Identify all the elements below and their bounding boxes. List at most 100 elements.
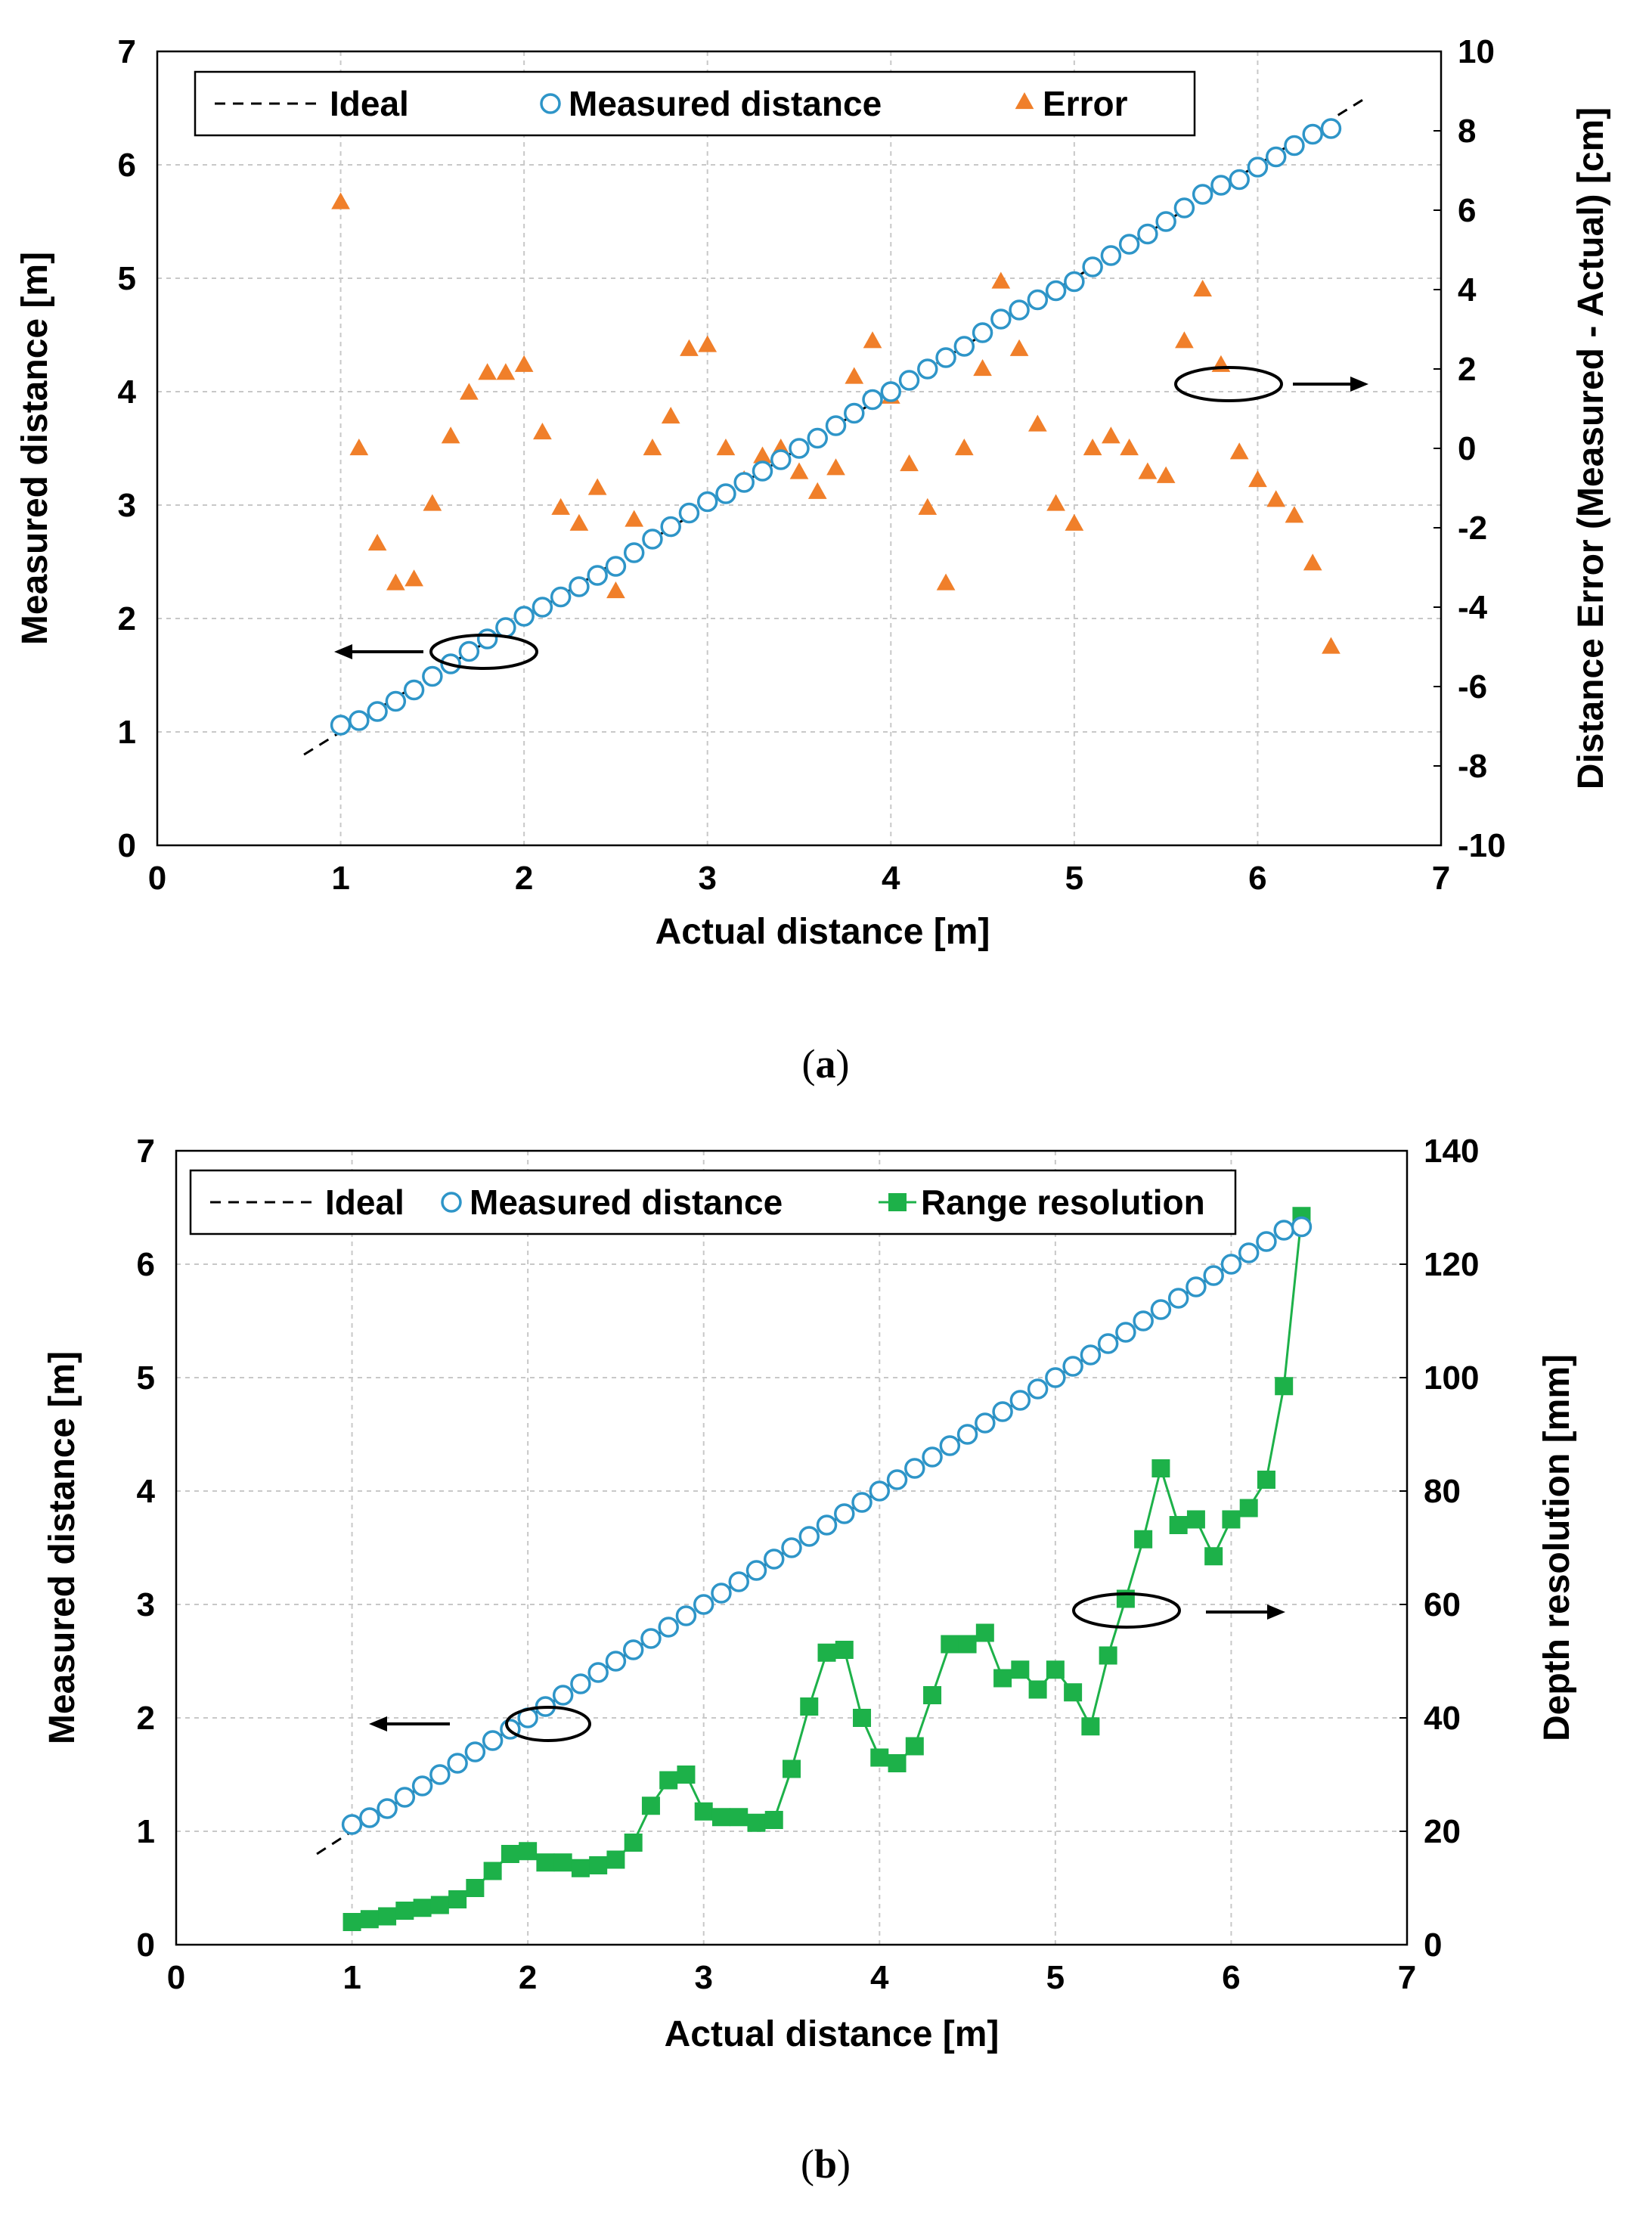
- measured-point: [1167, 1288, 1189, 1309]
- resolution-point: [1151, 1459, 1170, 1477]
- error-point: [1229, 442, 1249, 460]
- resolution-point: [641, 1797, 660, 1815]
- chart-b: 0 1 2 3 4 5 6 701234567020406080100120140Actual…: [42, 1133, 1577, 2187]
- legend-measured-swatch: [540, 93, 561, 114]
- measured-point: [658, 1617, 679, 1638]
- measured-point: [587, 1662, 609, 1683]
- measured-point: [745, 1560, 767, 1581]
- caption-paren-open: (: [802, 1041, 816, 1087]
- error-point: [698, 335, 718, 352]
- y-tick-label: 6: [137, 1246, 155, 1283]
- measured-point: [869, 1480, 891, 1502]
- y-tick-label: 6: [118, 147, 136, 184]
- measured-point: [1080, 1344, 1102, 1366]
- x-tick-label: 6: [1248, 860, 1266, 897]
- error-point: [1266, 490, 1286, 507]
- measured-point: [1284, 135, 1305, 157]
- resolution-point: [466, 1879, 485, 1897]
- legend-ideal-label: Ideal: [325, 1183, 404, 1222]
- resolution-point: [624, 1834, 643, 1852]
- resolution-point: [1046, 1660, 1065, 1679]
- resolution-point: [783, 1759, 801, 1778]
- measured-point: [935, 347, 956, 368]
- resolution-point: [571, 1859, 590, 1877]
- resolution-point: [1081, 1717, 1100, 1736]
- measured-point: [403, 679, 425, 701]
- x-tick-label: 2: [515, 860, 533, 897]
- measured-point: [886, 1469, 908, 1490]
- error-point: [1138, 462, 1158, 479]
- legend-resolution-label: Range resolution: [921, 1183, 1205, 1222]
- left-arrow-annotation: [369, 1706, 591, 1742]
- x-tick-label: 1: [342, 1959, 361, 1996]
- legend-ideal-label: Ideal: [330, 84, 409, 123]
- measured-point: [1273, 1220, 1294, 1241]
- y-tick-label: 2: [118, 600, 136, 637]
- measured-point: [990, 308, 1012, 330]
- error-point: [1193, 280, 1213, 297]
- measured-point: [464, 1741, 486, 1762]
- resolution-point: [413, 1899, 432, 1917]
- y2-tick-label: 2: [1458, 351, 1476, 388]
- y2-tick-label: 100: [1424, 1359, 1479, 1397]
- resolution-point: [430, 1896, 449, 1914]
- measured-point: [570, 1673, 591, 1694]
- y2-tick-label: 8: [1458, 113, 1476, 150]
- error-point: [441, 426, 460, 444]
- measured-point: [1229, 169, 1250, 191]
- annotation-ellipse: [505, 1706, 591, 1742]
- measured-point: [1210, 175, 1232, 196]
- y2-tick-label: 120: [1424, 1246, 1479, 1283]
- x-tick-label: 1: [331, 860, 349, 897]
- resolution-point: [1169, 1516, 1188, 1534]
- resolution-point: [923, 1686, 942, 1704]
- error-point: [386, 573, 405, 591]
- y2-tick-label: 80: [1424, 1473, 1461, 1510]
- legend: Ideal Measured distance Error: [194, 70, 1196, 137]
- y2-tick-label: 140: [1424, 1133, 1479, 1170]
- error-point: [1322, 637, 1341, 654]
- error-point: [807, 482, 827, 499]
- measured-point: [1027, 1378, 1049, 1400]
- resolution-line: [352, 1216, 1303, 1924]
- annotation-ellipse: [1072, 1592, 1181, 1629]
- measured-point: [622, 1639, 644, 1660]
- measured-point: [1265, 146, 1287, 168]
- right-arrow-icon: [1267, 1604, 1285, 1620]
- measured-point: [696, 491, 718, 513]
- error-point: [863, 331, 882, 349]
- measured-point: [341, 1814, 363, 1835]
- measured-point: [429, 1764, 451, 1785]
- measured-point: [862, 389, 883, 411]
- annotation-ellipse: [429, 634, 538, 670]
- legend-box: [189, 1169, 1237, 1235]
- y2-tick-label: 0: [1458, 430, 1476, 467]
- measured-point: [975, 1412, 996, 1434]
- x-tick-label: 4: [882, 860, 900, 897]
- x-axis-label: Actual distance [m]: [665, 2014, 1000, 2054]
- error-point: [1027, 414, 1047, 432]
- measured-point: [330, 715, 352, 736]
- error-point: [625, 510, 644, 527]
- measured-point: [513, 606, 535, 627]
- left-arrow-icon: [369, 1716, 387, 1731]
- resolution-point: [853, 1709, 872, 1727]
- measured-point: [789, 438, 810, 459]
- error-point: [643, 439, 662, 456]
- y-tick-label: 3: [118, 487, 136, 524]
- y2-tick-label: 60: [1424, 1586, 1461, 1623]
- measured-point: [1100, 245, 1122, 266]
- resolution-point: [589, 1856, 608, 1874]
- measured-point: [844, 402, 865, 424]
- measured-point: [359, 1807, 380, 1828]
- error-point: [404, 569, 423, 587]
- measured-point: [640, 1628, 662, 1649]
- resolution-point: [1186, 1510, 1205, 1529]
- y2-tick-label: -6: [1458, 668, 1487, 705]
- measured-point: [956, 1424, 978, 1445]
- legend-resolution-swatch: [888, 1193, 907, 1211]
- x-tick-label: 4: [870, 1959, 889, 1996]
- error-point: [716, 439, 736, 456]
- measured-point: [587, 565, 608, 586]
- measured-point: [495, 617, 516, 638]
